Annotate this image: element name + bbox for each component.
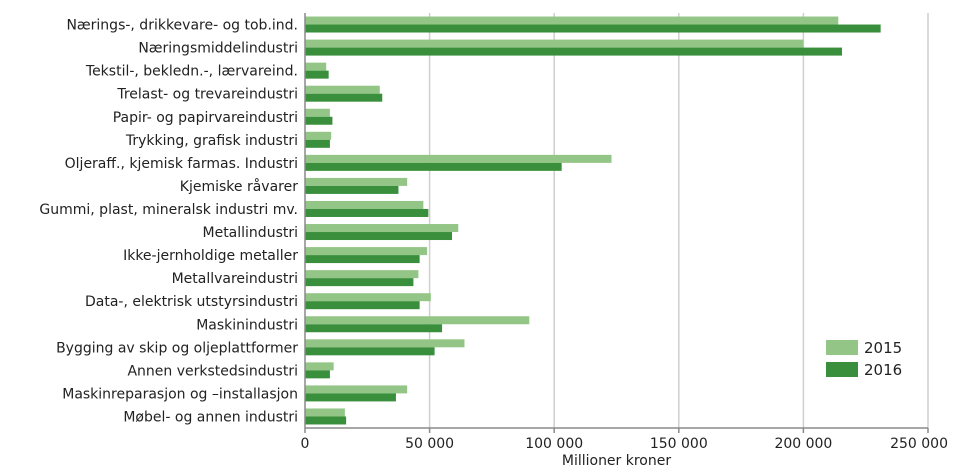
category-label: Nærings-, drikkevare- og tob.ind.: [66, 18, 298, 34]
bar-2015: [305, 131, 332, 140]
bar-2015: [305, 154, 612, 163]
bar-2015: [305, 224, 459, 233]
category-label: Trelast- og trevareindustri: [116, 87, 298, 103]
category-label: Kjemiske råvarer: [180, 178, 298, 195]
bar-2015: [305, 408, 345, 417]
category-label: Gummi, plast, mineralsk industri mv.: [39, 202, 298, 218]
bar-2015: [305, 339, 465, 348]
bar-2016: [305, 139, 330, 148]
bar-2015: [305, 316, 530, 325]
bar-2015: [305, 200, 424, 209]
bar-2015: [305, 177, 408, 186]
category-label: Oljeraff., kjemisk farmas. Industri: [65, 156, 298, 172]
category-label: Papir- og papirvareindustri: [113, 110, 298, 126]
bar-2016: [305, 116, 333, 125]
bar-2016: [305, 24, 881, 33]
grid-lines: [428, 13, 929, 428]
legend-label-2015: 2015: [864, 339, 902, 357]
category-label: Maskinindustri: [196, 317, 298, 333]
bar-2016: [305, 232, 453, 241]
bar-2016: [305, 416, 347, 425]
x-tick-label: 0: [301, 436, 310, 452]
bar-2015: [305, 247, 428, 256]
category-label: Møbel- og annen industri: [123, 409, 298, 425]
bar-2015: [305, 62, 327, 71]
legend: 2015 2016: [818, 334, 916, 384]
bar-2015: [305, 85, 380, 94]
x-tick-label: 100 000: [525, 436, 583, 452]
category-labels: Nærings-, drikkevare- og tob.ind. Nærings…: [39, 18, 298, 426]
category-label: Metallindustri: [203, 225, 299, 241]
category-label: Næringsmiddelindustri: [138, 41, 298, 57]
x-tick-label: 50 000: [405, 436, 454, 452]
bar-2016: [305, 324, 443, 333]
bar-2015: [305, 108, 330, 117]
x-tick-label: 150 000: [650, 436, 708, 452]
category-label: Annen verkstedsindustri: [127, 363, 298, 379]
bar-2015: [305, 16, 839, 25]
x-tick-label: 250 000: [890, 436, 948, 452]
bar-2016: [305, 93, 383, 102]
category-label: Trykking, grafisk industri: [125, 133, 298, 149]
category-label: Metallvareindustri: [172, 271, 298, 287]
category-label: Bygging av skip og oljeplattformer: [56, 340, 298, 356]
category-label: Tekstil-, bekledn.-, lærvareind.: [85, 64, 298, 80]
bar-2015: [305, 39, 804, 48]
category-label: Data-, elektrisk utstyrsindustri: [85, 294, 298, 310]
x-tick-label: 200 000: [774, 436, 832, 452]
bar-2015: [305, 293, 431, 302]
x-tick-labels: 0 50 000 100 000 150 000 200 000 250 000: [301, 428, 948, 452]
bar-2016: [305, 162, 562, 171]
bar-2015: [305, 270, 419, 279]
x-axis-label: Millioner kroner: [562, 453, 672, 466]
bar-2016: [305, 47, 843, 56]
bar-2015: [305, 362, 334, 371]
bar-2016: [305, 70, 329, 79]
bar-2016: [305, 393, 396, 402]
bars: [305, 16, 881, 425]
bar-2016: [305, 301, 420, 310]
legend-swatch-2015: [826, 340, 858, 355]
bar-2016: [305, 278, 414, 287]
category-label: Maskinreparasjon og –installasjon: [62, 386, 298, 402]
bar-2016: [305, 347, 435, 356]
bar-2016: [305, 370, 330, 379]
legend-label-2016: 2016: [864, 361, 902, 379]
bar-2016: [305, 185, 399, 194]
legend-swatch-2016: [826, 362, 858, 377]
bar-2016: [305, 255, 420, 264]
category-label: Ikke-jernholdige metaller: [123, 248, 298, 264]
bar-2015: [305, 385, 408, 394]
bar-2016: [305, 208, 429, 217]
